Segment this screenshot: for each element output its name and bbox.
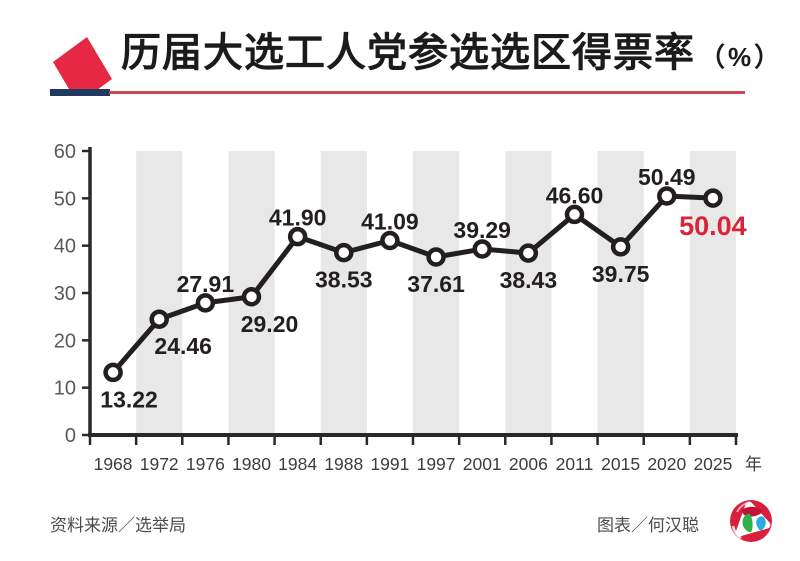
x-axis-tick-label: 2006 [509, 454, 548, 474]
data-point-label: 41.09 [361, 209, 419, 235]
data-point-marker [610, 237, 631, 257]
x-axis-tick-label: 1976 [186, 454, 225, 474]
data-point-marker [287, 226, 308, 247]
x-axis-tick-label: 2020 [647, 454, 686, 474]
x-axis-tick-label: 1972 [140, 454, 179, 474]
data-point-label: 50.04 [679, 211, 747, 241]
y-axis-tick-label: 20 [54, 330, 76, 352]
x-axis-tick-label: 1984 [278, 454, 317, 474]
source-note: 资料来源／选举局 [50, 516, 186, 535]
x-axis-tick-label: 1968 [94, 454, 133, 474]
y-axis-tick-label: 30 [54, 283, 76, 305]
shaded-band [320, 151, 367, 433]
ballot-slot-shape [50, 89, 110, 96]
y-axis-tick-label: 50 [54, 188, 76, 210]
data-point-marker [195, 293, 216, 313]
page-title-unit: （%） [699, 42, 784, 72]
x-axis-tick-label: 2015 [601, 454, 640, 474]
data-point-label: 50.49 [638, 164, 696, 190]
y-axis-tick-label: 0 [65, 425, 76, 447]
data-point-label: 29.20 [241, 311, 299, 337]
page-title: 历届大选工人党参选选区得票率 （%） [121, 31, 783, 75]
page-title-text: 历届大选工人党参选选区得票率 [121, 31, 695, 75]
title-underline [109, 91, 745, 94]
shaded-band [413, 151, 460, 433]
data-point-label: 37.61 [407, 271, 465, 297]
publisher-logo [730, 500, 772, 542]
data-point-label: 13.22 [100, 386, 158, 412]
x-axis-tick-label: 1988 [324, 454, 363, 474]
data-point-marker [241, 287, 262, 307]
y-axis-tick-label: 10 [54, 378, 76, 400]
logo-blue-drop [756, 516, 766, 531]
data-point-label: 38.53 [315, 267, 373, 293]
data-point-marker [103, 362, 123, 383]
data-point-marker [426, 247, 446, 267]
data-point-label: 39.75 [592, 261, 650, 287]
logo-green-drop [742, 513, 753, 533]
x-axis-tick-label: 1980 [232, 454, 271, 474]
data-point-label: 46.60 [546, 182, 604, 208]
x-axis-tick-label: 2001 [463, 454, 502, 474]
vote-share-line-chart: 0 10 20 30 40 50 60 1968 1972 1976 1980 1984 1988 199… [54, 141, 762, 474]
shaded-band [136, 151, 183, 433]
x-axis-tick-label: 2025 [693, 454, 732, 474]
y-axis-tick-label: 60 [54, 141, 76, 163]
data-point-marker [657, 186, 677, 206]
data-point-label: 38.43 [500, 267, 558, 293]
data-point-marker [564, 204, 585, 225]
x-axis-tick-label: 2011 [556, 454, 594, 474]
ballot-paper-shape [53, 37, 112, 89]
data-point-label: 27.91 [177, 271, 235, 297]
data-point-marker [149, 309, 169, 329]
ballot-box-icon [50, 37, 112, 96]
data-point-label: 39.29 [453, 217, 511, 243]
x-axis-tick-label: 1991 [370, 454, 409, 474]
shaded-band [597, 151, 644, 433]
shaded-band [505, 151, 552, 433]
x-axis-tick-label: 1997 [417, 454, 456, 474]
data-point-label: 41.90 [269, 205, 327, 231]
data-point-marker [472, 239, 492, 259]
data-point-marker [518, 243, 539, 263]
y-axis-tick-label: 40 [54, 236, 76, 258]
data-point-marker [334, 242, 354, 263]
data-point-marker [380, 230, 400, 251]
data-point-marker [703, 188, 723, 208]
data-point-label: 24.46 [154, 333, 212, 359]
credit-note: 图表／何汉聪 [597, 516, 699, 535]
x-axis-unit-label: 年 [745, 455, 762, 474]
